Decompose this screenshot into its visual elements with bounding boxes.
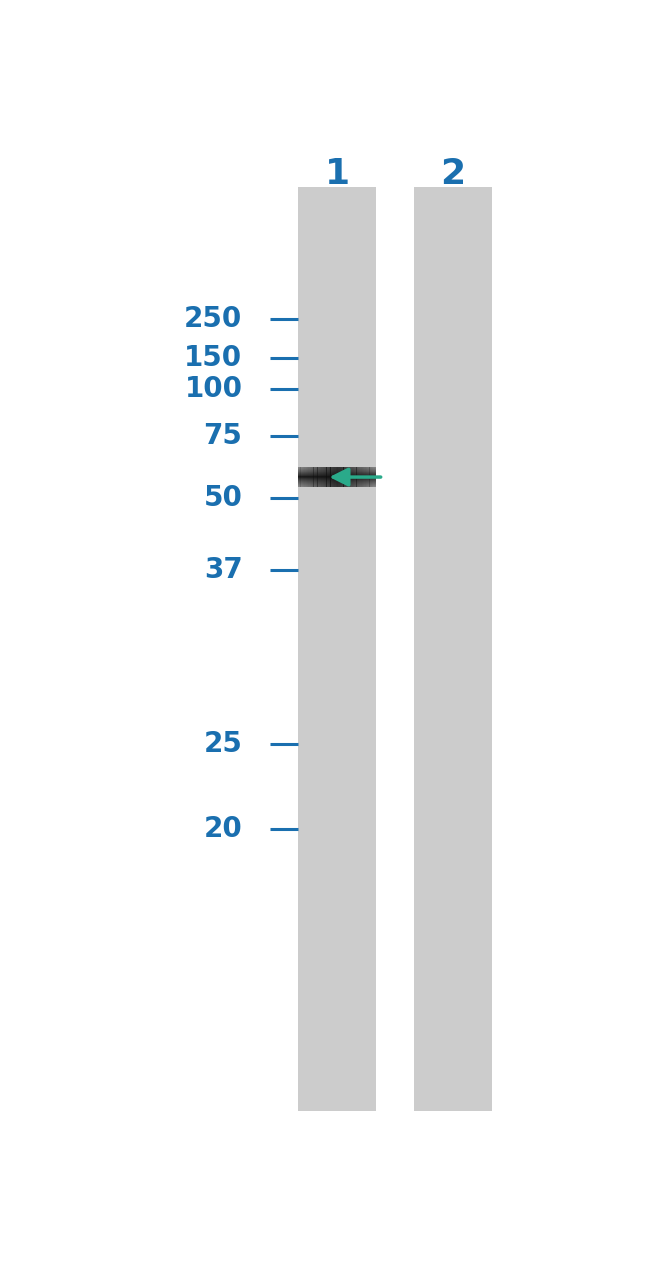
Bar <box>307 467 308 486</box>
Bar <box>328 467 330 486</box>
Bar <box>360 467 362 486</box>
Text: 150: 150 <box>185 344 242 372</box>
Text: 1: 1 <box>324 157 350 190</box>
Bar <box>343 467 345 486</box>
Bar <box>342 467 344 486</box>
Bar <box>365 467 367 486</box>
Bar <box>318 467 320 486</box>
Bar <box>359 467 361 486</box>
Bar <box>322 467 324 486</box>
Bar <box>330 467 332 486</box>
Bar <box>341 467 343 486</box>
Bar <box>344 467 346 486</box>
Bar <box>324 467 325 486</box>
Bar <box>321 467 322 486</box>
Bar <box>304 467 306 486</box>
Bar <box>311 467 312 486</box>
Bar <box>348 467 350 486</box>
Bar <box>308 467 309 486</box>
Text: 250: 250 <box>184 305 242 333</box>
Text: 25: 25 <box>203 730 242 758</box>
Text: 37: 37 <box>203 556 242 584</box>
Bar <box>352 467 354 486</box>
Bar <box>414 187 492 1111</box>
Bar <box>374 467 376 486</box>
Bar <box>302 467 303 486</box>
Bar <box>363 467 365 486</box>
Bar <box>315 467 316 486</box>
Bar <box>351 467 353 486</box>
Bar <box>298 187 376 1111</box>
Bar <box>346 467 348 486</box>
Bar <box>364 467 366 486</box>
Bar <box>354 467 356 486</box>
Bar <box>320 467 321 486</box>
Bar <box>368 467 370 486</box>
Bar <box>356 467 358 486</box>
Bar <box>370 467 372 486</box>
Bar <box>303 467 304 486</box>
Bar <box>332 467 333 486</box>
Bar <box>326 467 328 486</box>
Bar <box>350 467 352 486</box>
Bar <box>298 467 299 486</box>
Text: 75: 75 <box>203 422 242 450</box>
Bar <box>299 467 300 486</box>
Text: 2: 2 <box>441 157 465 190</box>
Bar <box>355 467 357 486</box>
Bar <box>333 467 335 486</box>
Bar <box>329 467 331 486</box>
Bar <box>338 467 340 486</box>
Text: 20: 20 <box>203 815 242 843</box>
Text: 100: 100 <box>185 375 242 403</box>
Bar <box>316 467 317 486</box>
Bar <box>309 467 311 486</box>
Bar <box>306 467 307 486</box>
Bar <box>361 467 363 486</box>
Bar <box>369 467 371 486</box>
Bar <box>300 467 302 486</box>
Bar <box>337 467 339 486</box>
Bar <box>347 467 349 486</box>
Bar <box>313 467 315 486</box>
Bar <box>339 467 341 486</box>
Bar <box>334 467 336 486</box>
Bar <box>372 467 374 486</box>
Bar <box>317 467 318 486</box>
Bar <box>367 467 369 486</box>
Bar <box>335 467 337 486</box>
Bar <box>312 467 313 486</box>
Bar <box>325 467 326 486</box>
Text: 50: 50 <box>203 484 242 512</box>
Bar <box>373 467 375 486</box>
Bar <box>358 467 359 486</box>
